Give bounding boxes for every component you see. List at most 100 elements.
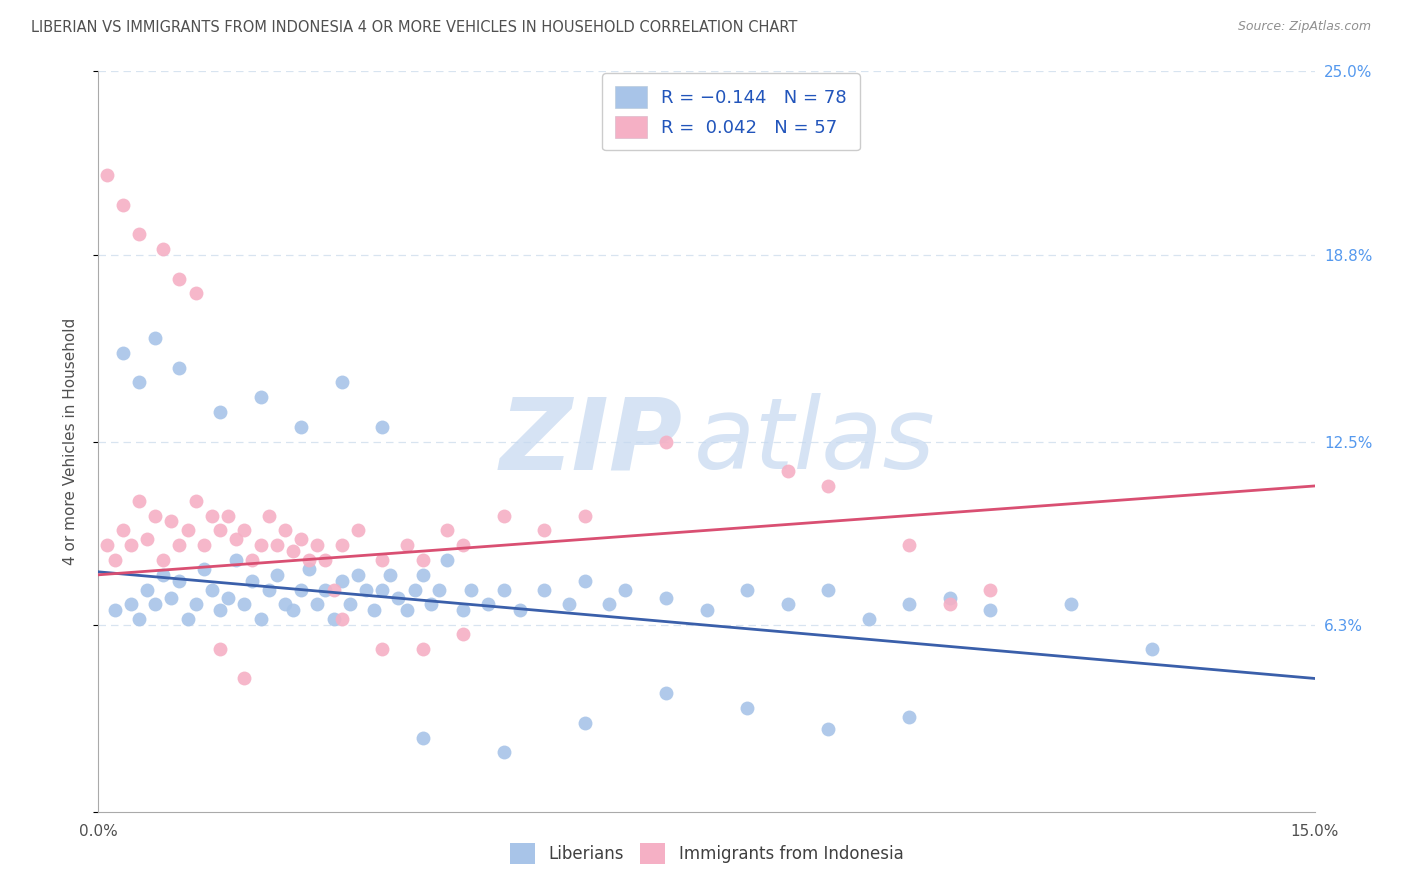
Point <box>184 598 207 612</box>
Point <box>322 582 344 597</box>
Point <box>533 524 555 538</box>
Point <box>939 591 962 606</box>
Point <box>307 538 329 552</box>
Point <box>330 612 353 626</box>
Point <box>136 533 159 547</box>
Point <box>274 524 297 538</box>
Point <box>817 479 839 493</box>
Point <box>371 641 394 656</box>
Legend: Liberians, Immigrants from Indonesia: Liberians, Immigrants from Indonesia <box>499 833 914 874</box>
Point <box>104 603 127 617</box>
Point <box>817 582 839 597</box>
Point <box>696 603 718 617</box>
Point <box>412 553 434 567</box>
Point <box>257 582 280 597</box>
Point <box>152 567 174 582</box>
Text: LIBERIAN VS IMMIGRANTS FROM INDONESIA 4 OR MORE VEHICLES IN HOUSEHOLD CORRELATIO: LIBERIAN VS IMMIGRANTS FROM INDONESIA 4 … <box>31 20 797 35</box>
Point <box>209 524 232 538</box>
Point <box>354 582 377 597</box>
Point <box>898 538 921 552</box>
Point <box>169 360 191 375</box>
Point <box>96 538 118 552</box>
Point <box>387 591 409 606</box>
Point <box>655 591 678 606</box>
Point <box>201 582 224 597</box>
Point <box>735 701 758 715</box>
Point <box>281 603 304 617</box>
Point <box>136 582 159 597</box>
Y-axis label: 4 or more Vehicles in Household: 4 or more Vehicles in Household <box>63 318 77 566</box>
Point <box>412 567 434 582</box>
Point <box>128 612 150 626</box>
Point <box>412 731 434 745</box>
Point <box>233 598 256 612</box>
Point <box>160 591 183 606</box>
Point <box>217 591 239 606</box>
Point <box>776 464 799 478</box>
Point <box>371 582 394 597</box>
Point <box>371 419 394 434</box>
Point <box>217 508 239 523</box>
Point <box>184 493 207 508</box>
Point <box>233 524 256 538</box>
Point <box>380 567 402 582</box>
Point <box>735 582 758 597</box>
Point <box>314 582 336 597</box>
Point <box>307 598 329 612</box>
Point <box>574 574 596 588</box>
Point <box>111 345 134 359</box>
Point <box>979 603 1001 617</box>
Point <box>128 376 150 390</box>
Point <box>104 553 127 567</box>
Point <box>419 598 441 612</box>
Point <box>176 524 198 538</box>
Point <box>242 553 264 567</box>
Point <box>492 582 515 597</box>
Point <box>249 612 271 626</box>
Point <box>128 493 150 508</box>
Text: atlas: atlas <box>695 393 936 490</box>
Point <box>347 567 370 582</box>
Point <box>1142 641 1164 656</box>
Point <box>160 515 183 529</box>
Text: Source: ZipAtlas.com: Source: ZipAtlas.com <box>1237 20 1371 33</box>
Point <box>412 641 434 656</box>
Point <box>290 419 312 434</box>
Point <box>143 598 166 612</box>
Point <box>193 562 215 576</box>
Point <box>169 271 191 285</box>
Point <box>574 715 596 730</box>
Point <box>209 641 232 656</box>
Point <box>898 598 921 612</box>
Point <box>460 582 482 597</box>
Point <box>898 710 921 724</box>
Point <box>209 405 232 419</box>
Point <box>169 538 191 552</box>
Point <box>249 390 271 404</box>
Point <box>128 227 150 242</box>
Text: ZIP: ZIP <box>499 393 682 490</box>
Point <box>598 598 620 612</box>
Point <box>120 598 142 612</box>
Point <box>152 553 174 567</box>
Point <box>395 538 418 552</box>
Point <box>242 574 264 588</box>
Point <box>939 598 962 612</box>
Point <box>290 533 312 547</box>
Point <box>858 612 880 626</box>
Point <box>533 582 555 597</box>
Point <box>453 603 475 617</box>
Point <box>201 508 224 523</box>
Point <box>225 533 247 547</box>
Point <box>322 612 344 626</box>
Point <box>193 538 215 552</box>
Point <box>257 508 280 523</box>
Point <box>169 574 191 588</box>
Point <box>120 538 142 552</box>
Point <box>655 686 678 700</box>
Point <box>453 538 475 552</box>
Point <box>436 524 458 538</box>
Point <box>557 598 579 612</box>
Point <box>395 603 418 617</box>
Point <box>979 582 1001 597</box>
